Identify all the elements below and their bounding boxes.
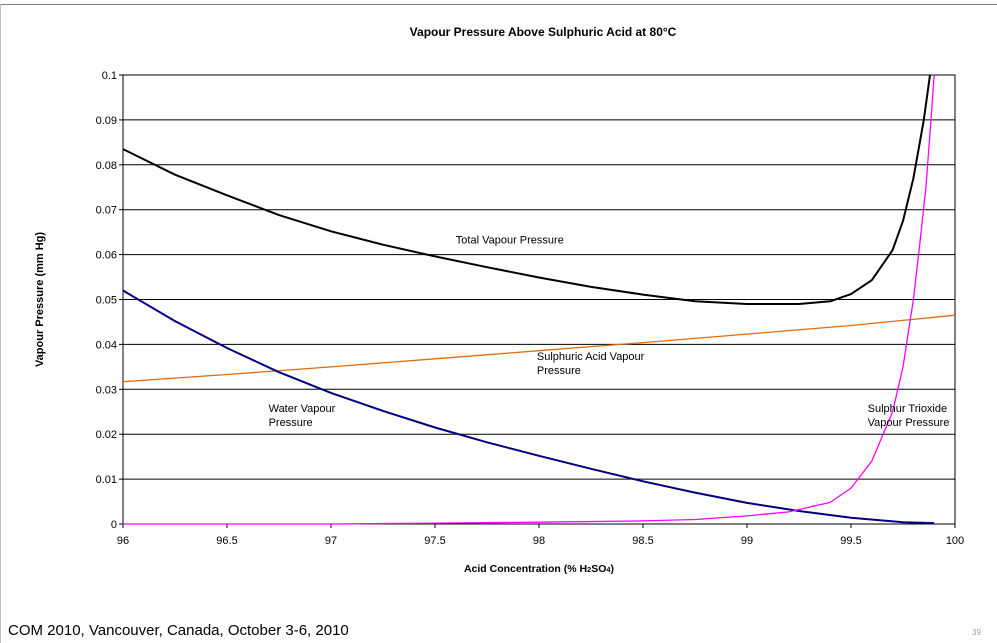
x-tick-label: 98 [533,535,545,547]
x-tick-label: 99.5 [840,535,861,547]
page-number: 39 [972,628,981,637]
series-label: Total Vapour Pressure [456,234,564,246]
series-line [122,74,931,305]
x-tick-label: 97 [325,535,337,547]
top-rule [0,4,997,5]
series-line [122,289,935,525]
chart-title: Vapour Pressure Above Sulphuric Acid at … [410,25,677,39]
y-tick-label: 0.06 [96,250,117,262]
y-tick-label: 0.08 [96,160,117,172]
left-rule [0,4,1,643]
x-tick-label: 98.5 [632,535,653,547]
series-label: Sulphuric Acid Vapour Pressure [537,351,645,377]
series-label: Water Vapour Pressure [269,403,336,429]
y-axis-label: Vapour Pressure (mm Hg) [34,232,46,367]
y-tick-label: 0.02 [96,429,117,441]
y-tick-label: 0.1 [102,70,117,82]
y-tick-label: 0.04 [96,339,117,351]
y-tick-label: 0.07 [96,205,117,217]
x-tick-label: 96 [117,535,129,547]
x-tick-label: 100 [946,535,964,547]
x-tick-label: 99 [741,535,753,547]
x-tick-label: 96.5 [216,535,237,547]
y-tick-label: 0.03 [96,384,117,396]
x-tick-label: 97.5 [424,535,445,547]
series-label: Sulphur Trioxide Vapour Pressure [868,403,950,429]
series-line [123,74,935,525]
x-axis-label: Acid Concentration (% H2SO4) [464,563,614,575]
vapour-pressure-chart: Vapour Pressure Above Sulphuric Acid at … [34,25,964,575]
footer-text: COM 2010, Vancouver, Canada, October 3-6… [8,622,349,639]
y-tick-label: 0.09 [96,115,117,127]
y-tick-label: 0.05 [96,295,117,307]
series-line [122,314,956,383]
y-tick-label: 0.01 [96,474,117,486]
y-tick-label: 0 [111,519,117,531]
